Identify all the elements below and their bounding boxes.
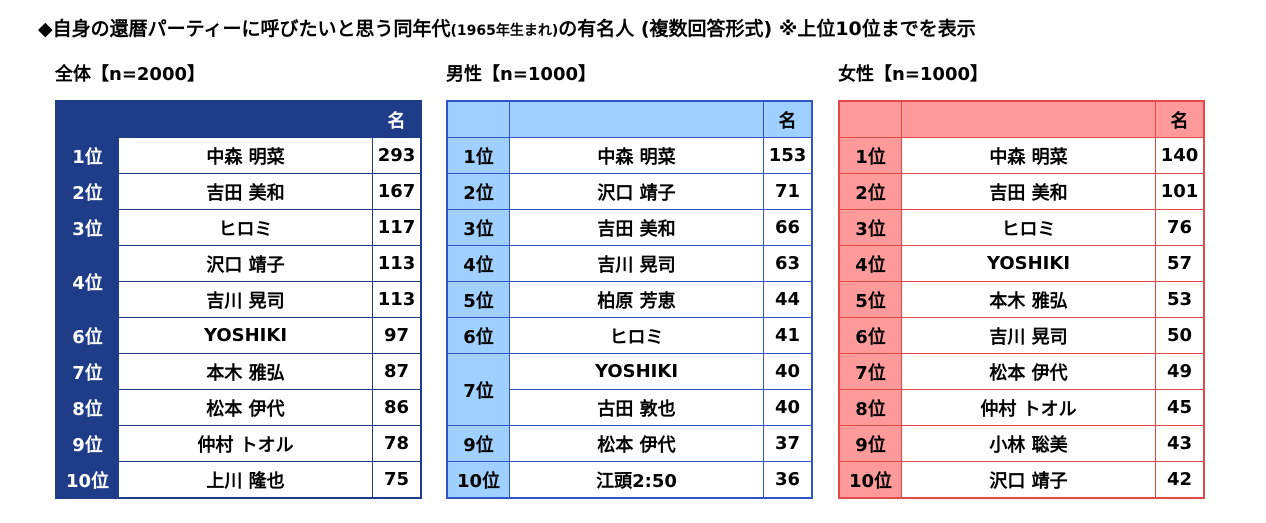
table-row: 10位 上川 隆也 75 xyxy=(55,461,422,499)
title-main: ◆自身の還暦パーティーに呼びたいと思う同年代 xyxy=(38,18,451,40)
panel-male-label: 男性【n=1000】 xyxy=(446,64,596,85)
table-row: 2位 吉田 美和 101 xyxy=(838,173,1205,210)
ranking-table-male: 名 1位 中森 明菜 153 2位 沢口 靖子 71 3位 吉田 美和 66 4位 吉川 晃司… xyxy=(446,100,813,499)
count-header: 名 xyxy=(1155,100,1205,138)
table-row: 3位 ヒロミ 117 xyxy=(55,209,422,246)
count-header: 名 xyxy=(372,100,422,138)
title-tail: の有名人 (複数回答形式) ※上位10位までを表示 xyxy=(558,18,976,40)
table-row: 6位 吉川 晃司 50 xyxy=(838,317,1205,354)
table-row: 7位 本木 雅弘 87 xyxy=(55,353,422,390)
table-row: 2位 吉田 美和 167 xyxy=(55,173,422,210)
table-row: 6位 YOSHIKI 97 xyxy=(55,317,422,354)
title-sub: (1965年生まれ) xyxy=(450,23,559,39)
ranking-table-all: 名 1位 中森 明菜 293 2位 吉田 美和 167 3位 ヒロミ 117 4位 沢口 靖子… xyxy=(55,100,422,499)
table-row: 5位 柏原 芳恵 44 xyxy=(446,281,813,318)
table-row: 9位 仲村 トオル 78 xyxy=(55,425,422,462)
table-row: 4位 沢口 靖子 113 xyxy=(55,245,422,318)
count-header: 名 xyxy=(763,100,813,138)
table-row: 8位 松本 伊代 86 xyxy=(55,389,422,426)
table-row: 10位 江頭2:50 36 xyxy=(446,461,813,499)
panel-all: 全体【n=2000】 名 1位 中森 明菜 293 2位 吉田 美和 167 3位 ヒロミ… xyxy=(55,60,422,499)
ranking-table-female: 名 1位 中森 明菜 140 2位 吉田 美和 101 3位 ヒロミ 76 4位 YOSHIK… xyxy=(838,100,1205,499)
table-row: 吉川 晃司 113 xyxy=(56,281,422,318)
panel-female: 女性【n=1000】 名 1位 中森 明菜 140 2位 吉田 美和 101 3位 ヒロミ… xyxy=(838,60,1205,499)
table-row: 2位 沢口 靖子 71 xyxy=(446,173,813,210)
table-row: 古田 敦也 40 xyxy=(447,389,813,426)
panel-male: 男性【n=1000】 名 1位 中森 明菜 153 2位 沢口 靖子 71 3位 吉田 美… xyxy=(446,60,813,499)
table-row: 10位 沢口 靖子 42 xyxy=(838,461,1205,499)
table-row: 3位 ヒロミ 76 xyxy=(838,209,1205,246)
table-row: 6位 ヒロミ 41 xyxy=(446,317,813,354)
table-row: 8位 仲村 トオル 45 xyxy=(838,389,1205,426)
table-row: 5位 本木 雅弘 53 xyxy=(838,281,1205,318)
table-row: 9位 小林 聡美 43 xyxy=(838,425,1205,462)
table-row: 1位 中森 明菜 140 xyxy=(838,137,1205,174)
table-row: 3位 吉田 美和 66 xyxy=(446,209,813,246)
table-row: 1位 中森 明菜 293 xyxy=(55,137,422,174)
table-row: 4位 YOSHIKI 57 xyxy=(838,245,1205,282)
page-title: ◆自身の還暦パーティーに呼びたいと思う同年代(1965年生まれ)の有名人 (複数… xyxy=(38,14,976,41)
table-row: 4位 吉川 晃司 63 xyxy=(446,245,813,282)
table-header: 名 xyxy=(55,100,422,138)
table-row: 1位 中森 明菜 153 xyxy=(446,137,813,174)
table-row: 9位 松本 伊代 37 xyxy=(446,425,813,462)
table-row: 7位 松本 伊代 49 xyxy=(838,353,1205,390)
panel-female-label: 女性【n=1000】 xyxy=(838,64,988,85)
panel-all-label: 全体【n=2000】 xyxy=(55,64,205,85)
table-header: 名 xyxy=(446,100,813,138)
table-row: 7位 YOSHIKI 40 xyxy=(446,353,813,426)
table-header: 名 xyxy=(838,100,1205,138)
